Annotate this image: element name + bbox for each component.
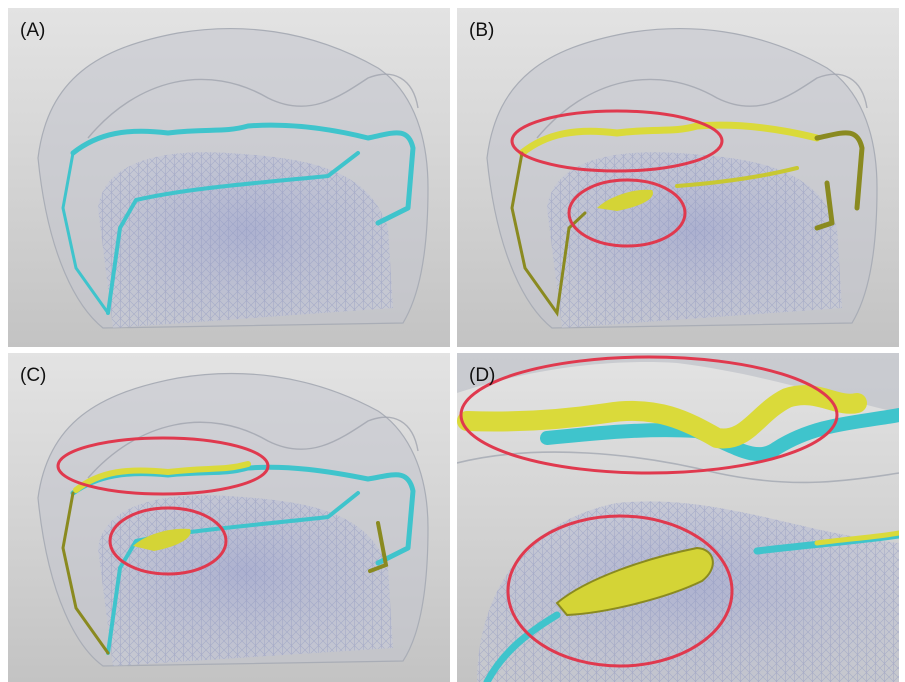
yellow-trace-upper: [73, 461, 251, 493]
cyan-trace-upper: [70, 122, 416, 226]
panel-label: (A): [20, 20, 46, 41]
tooth-render-zoomed: [457, 353, 899, 682]
pulp-mesh-texture: [98, 152, 393, 328]
yellow-blob-zoomed: [555, 546, 714, 617]
mixed-trace-left: [61, 491, 110, 655]
panel-b: (B): [457, 8, 899, 347]
yellow-trace-zoomed: [457, 385, 867, 449]
cyan-trace-left-zoomed: [483, 611, 561, 682]
panel-a: (A): [8, 8, 450, 347]
panel-c: (C): [8, 353, 450, 682]
panel-label: (C): [20, 365, 47, 386]
tooth-shell-cusps: [536, 73, 868, 139]
highlight-ellipse-upper: [56, 436, 270, 496]
cyan-trace-lower: [106, 151, 360, 315]
highlight-ellipse-upper: [510, 109, 724, 173]
panel-label: (B): [469, 20, 495, 41]
yellow-trace-lower: [675, 166, 799, 188]
cyan-trace-upper: [70, 464, 416, 566]
highlight-ellipse-lower: [108, 506, 228, 576]
pulp-mesh-texture: [477, 501, 899, 682]
dark-yellow-trace-right: [368, 521, 389, 573]
yellow-trace-lower-zoomed: [814, 530, 899, 546]
highlight-ellipse-lower: [506, 514, 734, 668]
highlight-ellipse-lower: [567, 178, 687, 248]
tooth-shell-cusps: [87, 73, 419, 139]
yellow-blob-small: [133, 528, 191, 551]
panel-d: (D): [457, 353, 899, 682]
panel-label: (D): [469, 365, 496, 386]
yellow-trace-upper: [518, 121, 821, 157]
dark-yellow-trace-right: [814, 130, 865, 231]
yellow-blob-small: [597, 189, 653, 211]
tooth-render-yellow: [486, 27, 878, 329]
tooth-shell-zoomed: [457, 353, 899, 413]
tooth-render-overlay: [37, 372, 429, 667]
highlight-ellipse-upper: [459, 355, 839, 475]
cyan-trace-left: [61, 151, 110, 315]
tooth-render-cyan: [37, 27, 429, 329]
tooth-shell-cusps: [87, 416, 419, 479]
cyan-trace-zoomed: [540, 408, 899, 462]
cyan-trace-lower: [106, 491, 360, 655]
